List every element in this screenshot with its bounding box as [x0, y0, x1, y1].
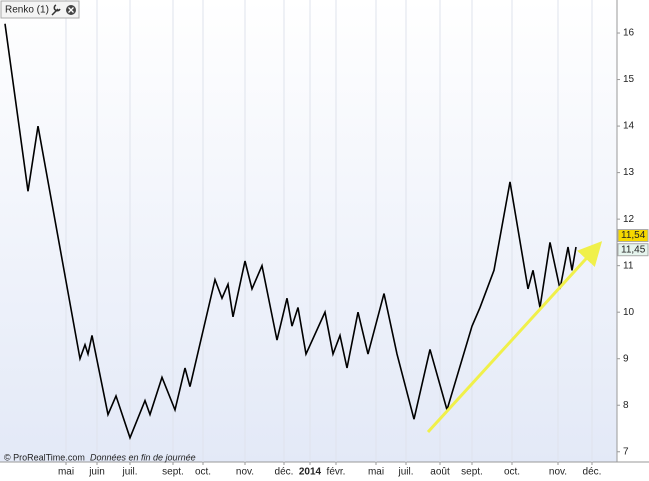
x-tick-label: mai: [368, 467, 384, 478]
x-tick-label: oct.: [195, 467, 211, 478]
x-tick-label: juin: [88, 467, 105, 478]
note: Données en fin de journée: [90, 452, 196, 462]
y-tick-label: 15: [623, 74, 635, 85]
x-tick-label: févr.: [327, 467, 346, 478]
series-header: Renko (1): [0, 0, 80, 19]
price-label: 11,45: [621, 244, 646, 255]
source: © ProRealTime.com: [4, 452, 85, 462]
x-tick-label: déc.: [583, 467, 602, 478]
x-axis-area: [0, 462, 649, 481]
labels: mai juin juil. sept. oct. nov. déc. 2014 févr. ma…: [58, 28, 649, 478]
y-tick-label: 12: [623, 214, 635, 225]
x-tick-label: nov.: [236, 467, 254, 478]
price-line: [4, 23, 577, 441]
x-tick-label: juil.: [121, 467, 137, 478]
x-tick-label: août: [430, 467, 450, 478]
y-tick-label: 14: [623, 121, 635, 132]
y-tick-label: 10: [623, 307, 635, 318]
plot-background: [0, 0, 617, 462]
x-tick-label: juil.: [397, 467, 413, 478]
x-tick-label: mai: [58, 467, 74, 478]
settings-icon[interactable]: [51, 4, 61, 16]
x-tick-label: déc.: [275, 467, 294, 478]
price-label: 11,54: [621, 230, 646, 241]
x-tick-label: sept.: [162, 467, 184, 478]
grid: [65, 0, 593, 462]
y-tick-label: 9: [623, 353, 629, 364]
y-tick-label: 11: [623, 260, 634, 271]
price-label-box: [617, 243, 649, 257]
x-tick-label: oct.: [504, 467, 520, 478]
x-tick-label: sept.: [461, 467, 483, 478]
y-tick-label: 7: [623, 446, 629, 457]
y-tick-label: 8: [623, 400, 629, 411]
price-label-box: [617, 229, 649, 243]
header-box: [0, 0, 80, 19]
x-tick-label: nov.: [549, 467, 567, 478]
close-cross: [68, 7, 74, 13]
trend-arrow: [426, 241, 603, 434]
y-tick-label: 16: [623, 28, 635, 39]
plot: [4, 23, 577, 441]
x-tick-label: 2014: [299, 467, 322, 478]
y-tick-label: 13: [623, 167, 635, 178]
series-name: Renko (1): [5, 5, 49, 16]
